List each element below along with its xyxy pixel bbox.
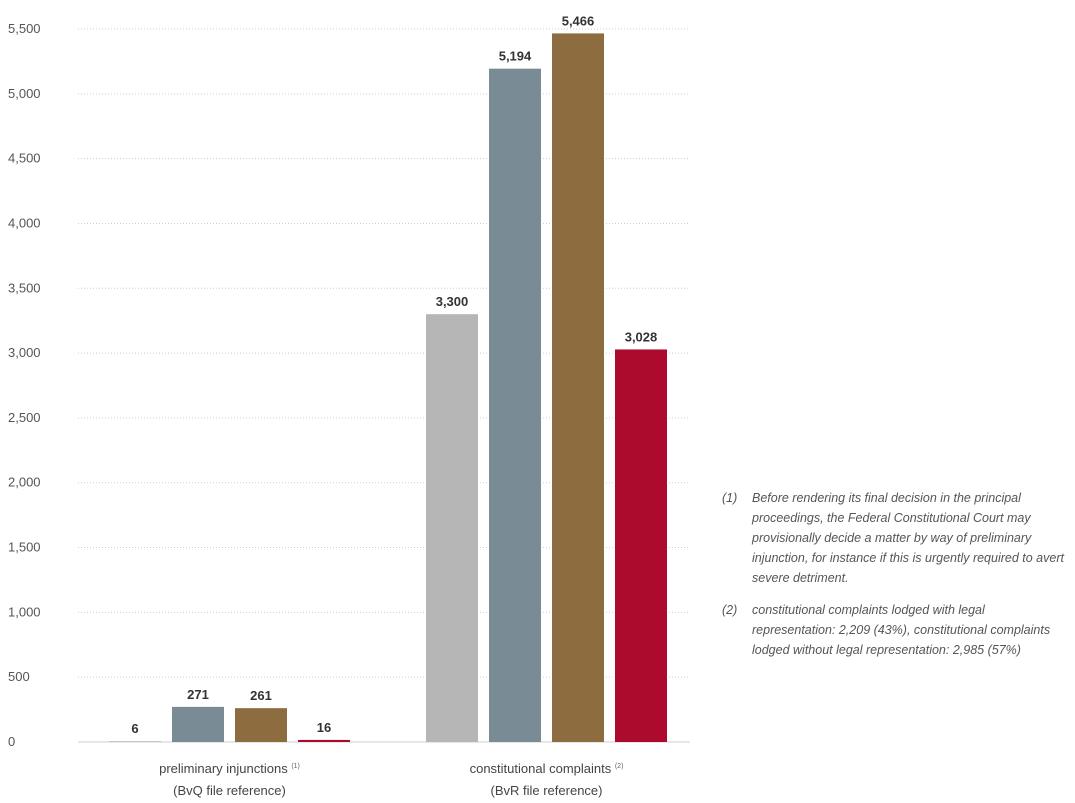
y-tick-label: 1,500 [8,540,41,555]
y-tick-label: 1,000 [8,604,41,619]
footnote-text: Before rendering its final decision in t… [752,491,1064,585]
bar [615,349,667,742]
category-footnote-marker: (2) [615,763,624,770]
category-label: preliminary injunctions (1) [159,761,300,776]
y-tick-label: 2,500 [8,410,41,425]
bar [235,708,287,742]
data-label: 5,466 [562,13,595,28]
bar [489,68,541,743]
footnote-text: constitutional complaints lodged with le… [752,603,1051,657]
category-sublabel: (BvR file reference) [491,783,603,798]
data-label: 6 [131,721,138,736]
y-axis-ticks: 0 500 1,000 1,500 2,000 2,500 3,000 3,500 4,000 4… [8,21,41,749]
footnote-number: (2) [722,603,738,617]
bar [109,741,161,742]
data-labels: 6 3,300 271 5,194 261 5,466 16 3,028 [131,13,657,736]
bar-chart: 0 500 1,000 1,500 2,000 2,500 3,000 3,500 4,000 4… [8,13,690,798]
data-label: 5,194 [499,49,532,64]
bars [109,33,667,743]
data-label: 3,300 [436,294,469,309]
y-tick-label: 0 [8,734,15,749]
category-footnote-marker: (1) [291,763,300,770]
y-tick-label: 5,500 [8,21,41,36]
y-tick-label: 3,500 [8,280,41,295]
footnote-number: (1) [722,491,738,505]
footnotes: (1) Before rendering its final decision … [722,488,1067,672]
bar [426,314,478,742]
bar [552,33,604,742]
y-tick-label: 2,000 [8,475,41,490]
footnote-2: (2) constitutional complaints lodged wit… [722,600,1067,660]
data-label: 3,028 [625,329,658,344]
y-tick-label: 5,000 [8,86,41,101]
category-label: constitutional complaints (2) [470,761,624,776]
data-label: 261 [250,688,272,703]
y-tick-label: 500 [8,669,30,684]
footnote-1: (1) Before rendering its final decision … [722,488,1067,588]
y-tick-label: 4,000 [8,215,41,230]
data-label: 16 [317,720,331,735]
bar [298,739,350,742]
y-tick-label: 4,500 [8,151,41,166]
category-sublabel: (BvQ file reference) [173,783,286,798]
data-label: 271 [187,687,209,702]
category-labels: preliminary injunctions (1) (BvQ file ref… [159,761,623,798]
bar [172,706,224,742]
y-tick-label: 3,000 [8,345,41,360]
